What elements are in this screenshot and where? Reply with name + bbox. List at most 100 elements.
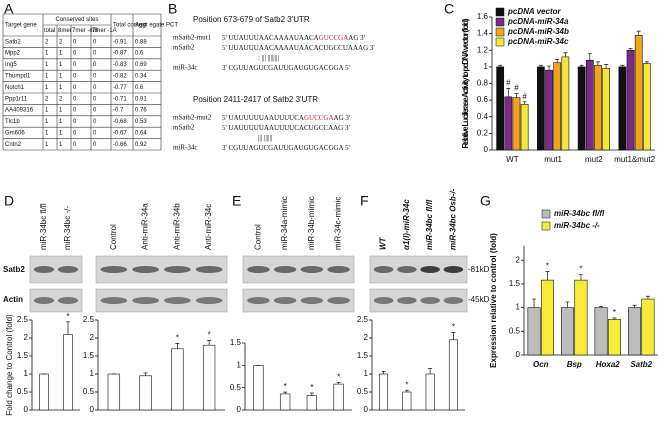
error-bar	[283, 391, 288, 394]
legend-label: miR-34bc -/-	[554, 221, 600, 230]
sequence-part: 3' CGUUAGUCGAUUGAUGUGACGGA 5'	[222, 144, 350, 152]
sequence-part: 5' UUAUUUAACAAAAUAACA	[222, 34, 319, 42]
annotation: *	[337, 372, 340, 381]
legend-label: pcDNA-miR-34c	[507, 37, 569, 46]
table-header: Target gene	[5, 23, 37, 29]
blot-band	[273, 266, 297, 273]
error-bar	[532, 298, 537, 308]
annotation: *	[579, 265, 582, 274]
blot-band	[327, 266, 350, 273]
blot-band	[247, 266, 270, 273]
annotation: *	[284, 382, 287, 391]
table-cell: 1	[59, 51, 63, 57]
bar	[279, 393, 291, 411]
sequence-title: Position 673-679 of Satb2 3'UTR	[193, 15, 310, 24]
error-bar	[579, 64, 584, 67]
bar	[545, 69, 553, 151]
y-axis-label: Relative Luciferase Activity to pcDNA ve…	[461, 18, 470, 148]
table-subheader: total	[44, 28, 55, 34]
sequence-name: mSatb2	[173, 124, 195, 132]
bar	[171, 348, 184, 411]
y-tick-label: 1	[24, 369, 29, 378]
annotation: *	[310, 383, 313, 392]
error-bar	[587, 53, 592, 61]
error-bar	[498, 64, 503, 67]
error-bar	[143, 372, 148, 376]
error-bar	[514, 93, 519, 98]
lane-label: Control	[253, 224, 262, 250]
table-cell: 0.69	[135, 62, 147, 68]
blot-band	[373, 266, 394, 273]
blot-band	[57, 297, 79, 304]
error-bar	[381, 371, 386, 374]
blot	[369, 288, 468, 313]
legend-swatch	[541, 221, 551, 231]
legend-swatch	[541, 209, 551, 219]
table-cell: 0.88	[135, 39, 147, 45]
table-cell: Mpp2	[5, 51, 21, 57]
annotation: *	[452, 323, 455, 332]
sequence-name: miR-34c	[173, 144, 198, 152]
sequence-name: mSatb2-mut1	[173, 34, 212, 42]
table-cell: 1	[45, 119, 49, 125]
lane-label: miR-34b-mimic	[307, 196, 316, 250]
bar	[618, 66, 627, 151]
table-cell: 0	[93, 73, 97, 79]
error-bar	[66, 321, 70, 335]
table-cell: 1	[59, 142, 63, 148]
table-cell: -0.68	[113, 119, 127, 125]
y-tick-label: 0	[484, 145, 489, 154]
table-cell: 0	[93, 119, 97, 125]
error-bar	[428, 368, 433, 374]
bar	[504, 96, 513, 151]
bar	[594, 64, 602, 151]
y-tick-label: 0.8	[477, 79, 489, 88]
x-tick-label: mut1	[544, 155, 562, 164]
table-cell: -0.66	[113, 142, 127, 148]
table-cell: 2	[45, 39, 49, 45]
x-tick-label: Satb2	[630, 360, 652, 369]
bar	[520, 103, 529, 151]
table-cell: 0	[73, 142, 77, 148]
blot-band	[273, 297, 297, 304]
table-cell: 0.64	[135, 130, 147, 136]
table-cell: 0	[93, 108, 97, 114]
table-cell: Ing5	[5, 62, 17, 68]
table-cell: 1	[45, 142, 49, 148]
blot-row-label: Actin	[3, 295, 23, 304]
legend-label: pcDNA vector	[507, 7, 561, 16]
table-cell: 0	[73, 39, 77, 45]
y-tick-label: 0.6	[477, 95, 489, 104]
y-tick-label: 0.4	[477, 112, 489, 121]
table-cell: Thumpd1	[5, 73, 31, 79]
panel-label: A	[4, 1, 14, 17]
table-cell: 0	[73, 119, 77, 125]
table-cell: 0.76	[135, 108, 147, 114]
y-tick-label: 1	[237, 360, 242, 369]
y-tick-label: 2.5	[83, 315, 95, 324]
blot-band	[132, 266, 159, 273]
y-tick-label: 2	[364, 333, 369, 342]
panel-label: C	[444, 1, 454, 17]
error-bar	[563, 52, 568, 57]
table-header: Conserved sites	[55, 17, 98, 23]
annotation: *	[546, 262, 549, 271]
error-bar	[309, 392, 314, 396]
table-header: Total context	[113, 23, 147, 29]
blot-band	[443, 266, 464, 273]
blot-band	[397, 266, 417, 273]
annotation: *	[405, 380, 408, 389]
error-bar	[632, 304, 637, 308]
table-cell: 1	[59, 62, 63, 68]
blot	[29, 288, 83, 313]
y-tick-label: 0.5	[230, 383, 242, 392]
lane-label: miR-34bc -/-	[63, 206, 72, 250]
y-tick-label: 1	[484, 62, 489, 71]
table-cell: Ppp1r11	[5, 96, 28, 102]
blot-marker: -45kD	[468, 295, 490, 304]
table-cell: 1	[59, 119, 63, 125]
lane-label: miR-34bc fl/fl	[425, 199, 434, 250]
y-tick-label: 1.6	[477, 12, 489, 21]
error-bar	[538, 64, 543, 67]
